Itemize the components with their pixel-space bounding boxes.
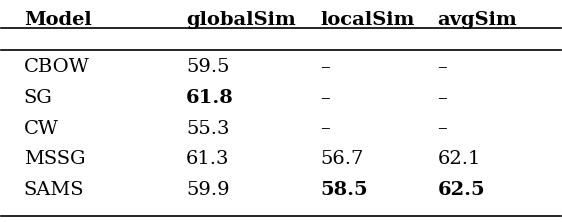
Text: 56.7: 56.7 [320,150,364,168]
Text: –: – [438,58,447,76]
Text: CW: CW [24,119,58,138]
Text: SG: SG [24,89,52,107]
Text: MSSG: MSSG [24,150,85,168]
Text: avgSim: avgSim [438,11,518,29]
Text: 55.3: 55.3 [186,119,229,138]
Text: –: – [320,89,330,107]
Text: SAMS: SAMS [24,181,84,199]
Text: –: – [320,58,330,76]
Text: –: – [320,119,330,138]
Text: 61.8: 61.8 [186,89,234,107]
Text: –: – [438,119,447,138]
Text: 62.1: 62.1 [438,150,481,168]
Text: CBOW: CBOW [24,58,89,76]
Text: 59.5: 59.5 [186,58,229,76]
Text: 62.5: 62.5 [438,181,485,199]
Text: globalSim: globalSim [186,11,296,29]
Text: Model: Model [24,11,92,29]
Text: 58.5: 58.5 [320,181,368,199]
Text: localSim: localSim [320,11,415,29]
Text: –: – [438,89,447,107]
Text: 61.3: 61.3 [186,150,229,168]
Text: 59.9: 59.9 [186,181,229,199]
